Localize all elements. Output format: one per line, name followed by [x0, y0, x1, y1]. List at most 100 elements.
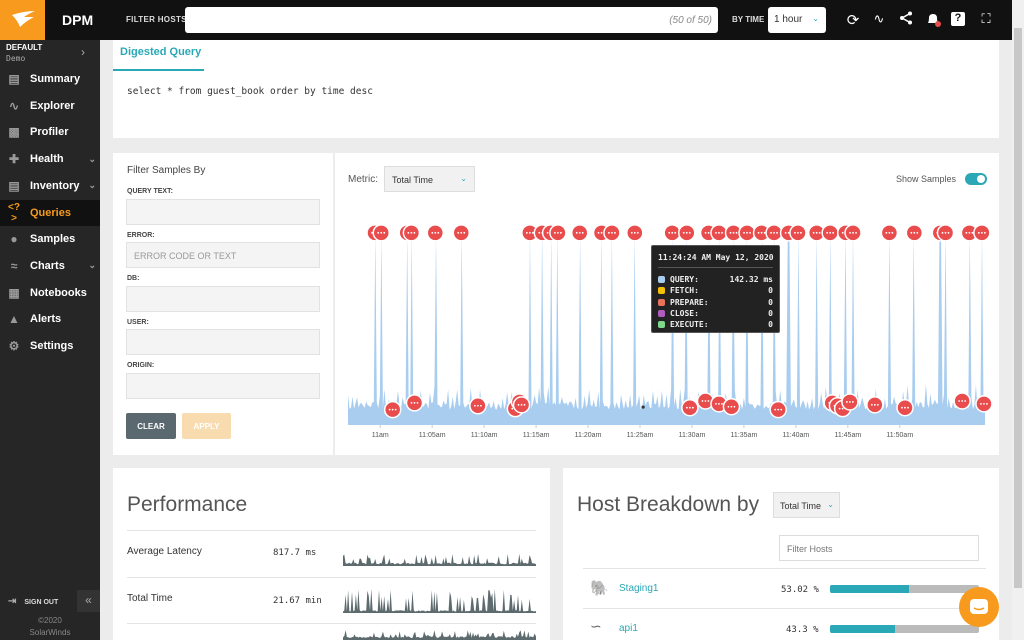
divider [127, 623, 536, 624]
chat-icon [970, 599, 988, 614]
scrollbar-thumb[interactable] [1014, 28, 1022, 588]
db-label: DB: [127, 275, 140, 282]
clear-button[interactable]: CLEAR [126, 413, 176, 439]
host-metric-select[interactable]: Total Time ⌄ [773, 492, 840, 518]
metric-select[interactable]: Total Time ⌄ [384, 166, 475, 192]
sample-marker[interactable] [724, 224, 743, 242]
sample-marker[interactable] [452, 224, 471, 242]
user-input[interactable] [126, 329, 320, 355]
sample-marker[interactable] [844, 224, 862, 242]
time-range-select[interactable]: 1 hour ⌄ [768, 7, 826, 33]
explorer-icon: ∿ [8, 98, 20, 113]
share-icon[interactable] [897, 11, 915, 29]
sample-marker[interactable] [752, 224, 771, 242]
tooltip-value: 0 [768, 308, 773, 318]
sidebar-item-samples[interactable]: ● Samples [0, 226, 100, 252]
perf-value: 21.67 min [273, 596, 322, 606]
chevron-right-icon[interactable]: › [81, 45, 85, 59]
sample-marker[interactable] [880, 224, 899, 242]
sample-marker[interactable] [570, 224, 589, 242]
sample-marker[interactable] [841, 393, 859, 411]
sample-marker[interactable] [405, 394, 424, 412]
sample-marker[interactable] [975, 395, 993, 413]
sample-marker[interactable] [710, 224, 728, 242]
solarwinds-logo[interactable] [0, 0, 45, 40]
sidebar-item-label: Samples [30, 233, 76, 246]
db-input[interactable] [126, 286, 320, 312]
profiler-icon: ▩ [8, 125, 20, 140]
chat-button[interactable] [959, 587, 999, 627]
host-link[interactable]: Staging1 [619, 583, 659, 594]
sample-marker[interactable] [953, 392, 971, 410]
divider [583, 568, 986, 569]
query-text-input[interactable] [126, 199, 320, 225]
sample-marker[interactable] [722, 397, 741, 416]
sidebar-item-profiler[interactable]: ▩ Profiler [0, 119, 100, 145]
refresh-history-icon[interactable]: ⟳ [846, 12, 860, 29]
tooltip-value: 142.32 ms [729, 275, 773, 284]
sidebar-item-alerts[interactable]: ▲ Alerts [0, 306, 100, 332]
filter-hosts-search[interactable]: Filter Hosts [779, 535, 979, 561]
query-text: select * from guest_book order by time d… [127, 86, 373, 97]
sample-marker[interactable] [769, 400, 787, 419]
x-tick-label: 11am [372, 432, 389, 439]
sample-marker[interactable] [789, 224, 807, 242]
sample-marker[interactable] [549, 224, 567, 242]
sample-marker[interactable] [866, 396, 884, 414]
series-swatch [658, 298, 665, 306]
org-sub: Demo [6, 54, 26, 63]
perf-label: Total Time [127, 593, 173, 604]
show-samples-toggle[interactable] [965, 173, 987, 185]
sidebar-item-explorer[interactable]: ∿ Explorer [0, 93, 100, 119]
sample-marker[interactable] [936, 224, 955, 242]
tooltip-time: 11:24:24 AM May 12, 2020 [658, 253, 774, 262]
host-count: (50 of 50) [669, 15, 712, 26]
filter-hosts-input[interactable]: (50 of 50) [185, 7, 718, 33]
sample-marker[interactable] [821, 224, 839, 242]
sidebar-item-charts[interactable]: ≈ Charts ⌄ [0, 253, 100, 279]
sample-marker[interactable] [426, 224, 445, 242]
pulse-icon[interactable]: ∿ [873, 11, 885, 26]
tooltip-value: 0 [768, 286, 773, 296]
sidebar-item-queries[interactable]: <?> Queries [0, 199, 100, 226]
sidebar-item-inventory[interactable]: ▤ Inventory ⌄ [0, 173, 100, 199]
samples-chart[interactable]: 11am 11:05am 11:10am 11:15am 11:20am 11:25am 1… [335, 200, 999, 445]
sign-out-button[interactable]: ⇥ SIGN OUT [8, 596, 58, 607]
origin-input[interactable] [126, 373, 320, 399]
sample-marker[interactable] [738, 224, 756, 242]
sample-marker[interactable] [469, 397, 487, 415]
collapse-sidebar-button[interactable]: « [77, 590, 100, 612]
sample-marker[interactable] [402, 224, 421, 242]
sidebar-item-summary[interactable]: ▤ Summary [0, 66, 100, 92]
sample-marker[interactable] [905, 224, 924, 242]
error-input[interactable]: ERROR CODE OR TEXT [126, 242, 320, 268]
sidebar-item-settings[interactable]: ⚙ Settings [0, 333, 100, 359]
notifications-bell-icon[interactable] [924, 11, 942, 31]
divider [127, 530, 536, 531]
tab-digested-query[interactable]: Digested Query [120, 46, 202, 58]
sample-marker[interactable] [512, 396, 531, 414]
sidebar-item-health[interactable]: ✚ Health ⌄ [0, 146, 100, 172]
sidebar-item-label: Summary [30, 73, 81, 85]
sample-marker[interactable] [663, 224, 681, 242]
help-icon[interactable]: ? [951, 12, 965, 26]
sample-marker[interactable] [681, 398, 699, 417]
sample-marker[interactable] [765, 224, 783, 242]
fullscreen-icon[interactable]: ⛶ [981, 11, 991, 26]
host-link[interactable]: api1 [619, 623, 638, 634]
sample-marker[interactable] [896, 398, 914, 417]
sidebar-item-notebooks[interactable]: ▦ Notebooks [0, 280, 100, 306]
sample-marker[interactable] [678, 224, 696, 242]
sample-marker[interactable] [973, 224, 991, 242]
queries-icon: <?> [8, 201, 20, 224]
sample-marker[interactable] [626, 224, 644, 242]
sample-marker[interactable] [372, 224, 391, 242]
org-name[interactable]: DEFAULT [6, 43, 43, 52]
hover-point [641, 405, 645, 409]
apply-button[interactable]: APPLY [182, 413, 231, 439]
x-tick-label: 11:35am [731, 432, 758, 439]
sidebar-item-label: Health [30, 153, 64, 166]
sample-marker[interactable] [383, 400, 402, 419]
sample-marker[interactable] [603, 224, 621, 242]
sign-out-label: SIGN OUT [24, 599, 59, 606]
